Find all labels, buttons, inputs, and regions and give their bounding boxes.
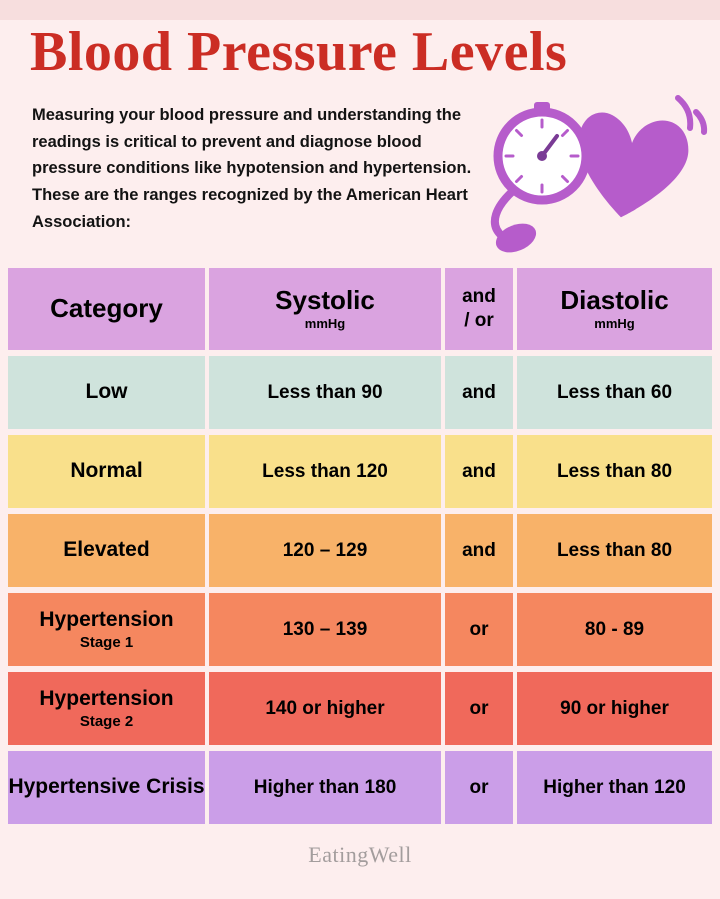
header-systolic-cell: Systolic mmHg bbox=[209, 268, 441, 350]
category-label: Low bbox=[85, 380, 128, 404]
category-cell: Hypertension Stage 2 bbox=[8, 672, 205, 745]
diastolic-cell: Less than 80 bbox=[517, 435, 712, 508]
header-diastolic-cell: Diastolic mmHg bbox=[517, 268, 712, 350]
intro-text: Measuring your blood pressure and unders… bbox=[32, 106, 472, 231]
category-sublabel: Stage 2 bbox=[79, 712, 134, 730]
connector-cell: or bbox=[445, 672, 513, 745]
table-row: Low Less than 90 and Less than 60 bbox=[8, 356, 712, 429]
table-rows: Low Less than 90 and Less than 60 Normal… bbox=[8, 356, 712, 824]
category-cell: Hypertension Stage 1 bbox=[8, 593, 205, 666]
diastolic-cell: Less than 60 bbox=[517, 356, 712, 429]
category-label: Hypertension bbox=[39, 687, 174, 711]
diastolic-cell: Higher than 120 bbox=[517, 751, 712, 824]
header-diastolic-unit: mmHg bbox=[594, 315, 635, 331]
category-cell: Elevated bbox=[8, 514, 205, 587]
header-category-label: Category bbox=[50, 293, 163, 324]
bp-table: Category Systolic mmHg and / or Diastoli… bbox=[8, 268, 712, 830]
category-sublabel: Stage 1 bbox=[79, 633, 134, 651]
table-row: Normal Less than 120 and Less than 80 bbox=[8, 435, 712, 508]
connector-cell: and bbox=[445, 435, 513, 508]
connector-cell: or bbox=[445, 751, 513, 824]
systolic-cell: Less than 90 bbox=[209, 356, 441, 429]
systolic-cell: Higher than 180 bbox=[209, 751, 441, 824]
table-row: Hypertension Stage 1 130 – 139 or 80 - 8… bbox=[8, 593, 712, 666]
diastolic-cell: 80 - 89 bbox=[517, 593, 712, 666]
category-label: Elevated bbox=[63, 538, 150, 562]
header-systolic-label: Systolic bbox=[275, 285, 375, 316]
table-header-row: Category Systolic mmHg and / or Diastoli… bbox=[8, 268, 712, 350]
category-cell: Hypertensive Crisis bbox=[8, 751, 205, 824]
header-category-cell: Category bbox=[8, 268, 205, 350]
connector-cell: and bbox=[445, 514, 513, 587]
header-connector-cell: and / or bbox=[445, 268, 513, 350]
diastolic-cell: 90 or higher bbox=[517, 672, 712, 745]
diastolic-cell: Less than 80 bbox=[517, 514, 712, 587]
page-title: Blood Pressure Levels bbox=[30, 21, 568, 83]
systolic-cell: Less than 120 bbox=[209, 435, 441, 508]
connector-cell: or bbox=[445, 593, 513, 666]
gauge-icon bbox=[493, 102, 591, 205]
category-label: Hypertensive Crisis bbox=[8, 775, 205, 799]
systolic-cell: 120 – 129 bbox=[209, 514, 441, 587]
pump-bulb-icon bbox=[490, 186, 537, 253]
connector-cell: and bbox=[445, 356, 513, 429]
header-connector-label: and / or bbox=[462, 286, 496, 331]
heart-icon bbox=[578, 112, 689, 218]
table-row: Hypertension Stage 2 140 or higher or 90… bbox=[8, 672, 712, 745]
category-cell: Low bbox=[8, 356, 205, 429]
table-row: Elevated 120 – 129 and Less than 80 bbox=[8, 514, 712, 587]
category-label: Hypertension bbox=[39, 608, 174, 632]
category-cell: Normal bbox=[8, 435, 205, 508]
table-row: Hypertensive Crisis Higher than 180 or H… bbox=[8, 751, 712, 824]
systolic-cell: 140 or higher bbox=[209, 672, 441, 745]
heartbeat-lines-icon bbox=[675, 95, 708, 135]
bp-gauge-heart-illustration bbox=[482, 86, 714, 258]
header-diastolic-label: Diastolic bbox=[560, 285, 669, 316]
footer-logo: EatingWell bbox=[308, 842, 412, 867]
header-systolic-unit: mmHg bbox=[304, 315, 346, 331]
category-label: Normal bbox=[70, 459, 143, 483]
top-strip bbox=[0, 0, 720, 20]
illustration-svg bbox=[490, 95, 708, 253]
systolic-cell: 130 – 139 bbox=[209, 593, 441, 666]
